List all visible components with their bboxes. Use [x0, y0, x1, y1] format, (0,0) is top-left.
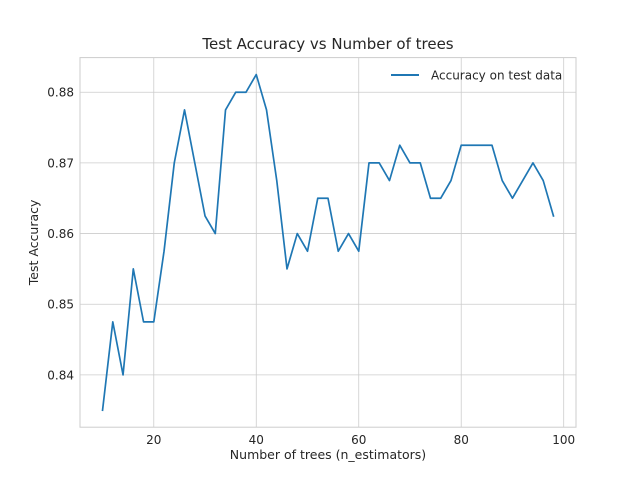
y-tick-label: 0.87: [47, 156, 74, 170]
x-axis-ticks: 20 40 60 80 100: [146, 433, 575, 447]
series-group: [101, 73, 555, 412]
plot-frame: [79, 57, 577, 428]
y-axis-ticks: 0.84 0.85 0.86 0.87 0.88: [47, 86, 74, 383]
x-tick-label: 40: [249, 433, 264, 447]
y-tick-label: 0.84: [47, 368, 74, 382]
grid: [80, 57, 576, 428]
legend: Accuracy on test data: [391, 69, 562, 83]
y-tick-label: 0.88: [47, 86, 74, 100]
legend-label: Accuracy on test data: [431, 69, 562, 83]
x-tick-label: 80: [454, 433, 469, 447]
x-tick-label: 100: [552, 433, 575, 447]
y-tick-label: 0.86: [47, 227, 74, 241]
y-axis-label: Test Accuracy: [26, 199, 41, 286]
x-axis-label: Number of trees (n_estimators): [230, 447, 426, 462]
x-tick-label: 20: [146, 433, 161, 447]
y-tick-label: 0.85: [47, 298, 74, 312]
x-tick-label: 60: [351, 433, 366, 447]
series-line: [101, 73, 555, 412]
chart-title: Test Accuracy vs Number of trees: [201, 35, 453, 53]
